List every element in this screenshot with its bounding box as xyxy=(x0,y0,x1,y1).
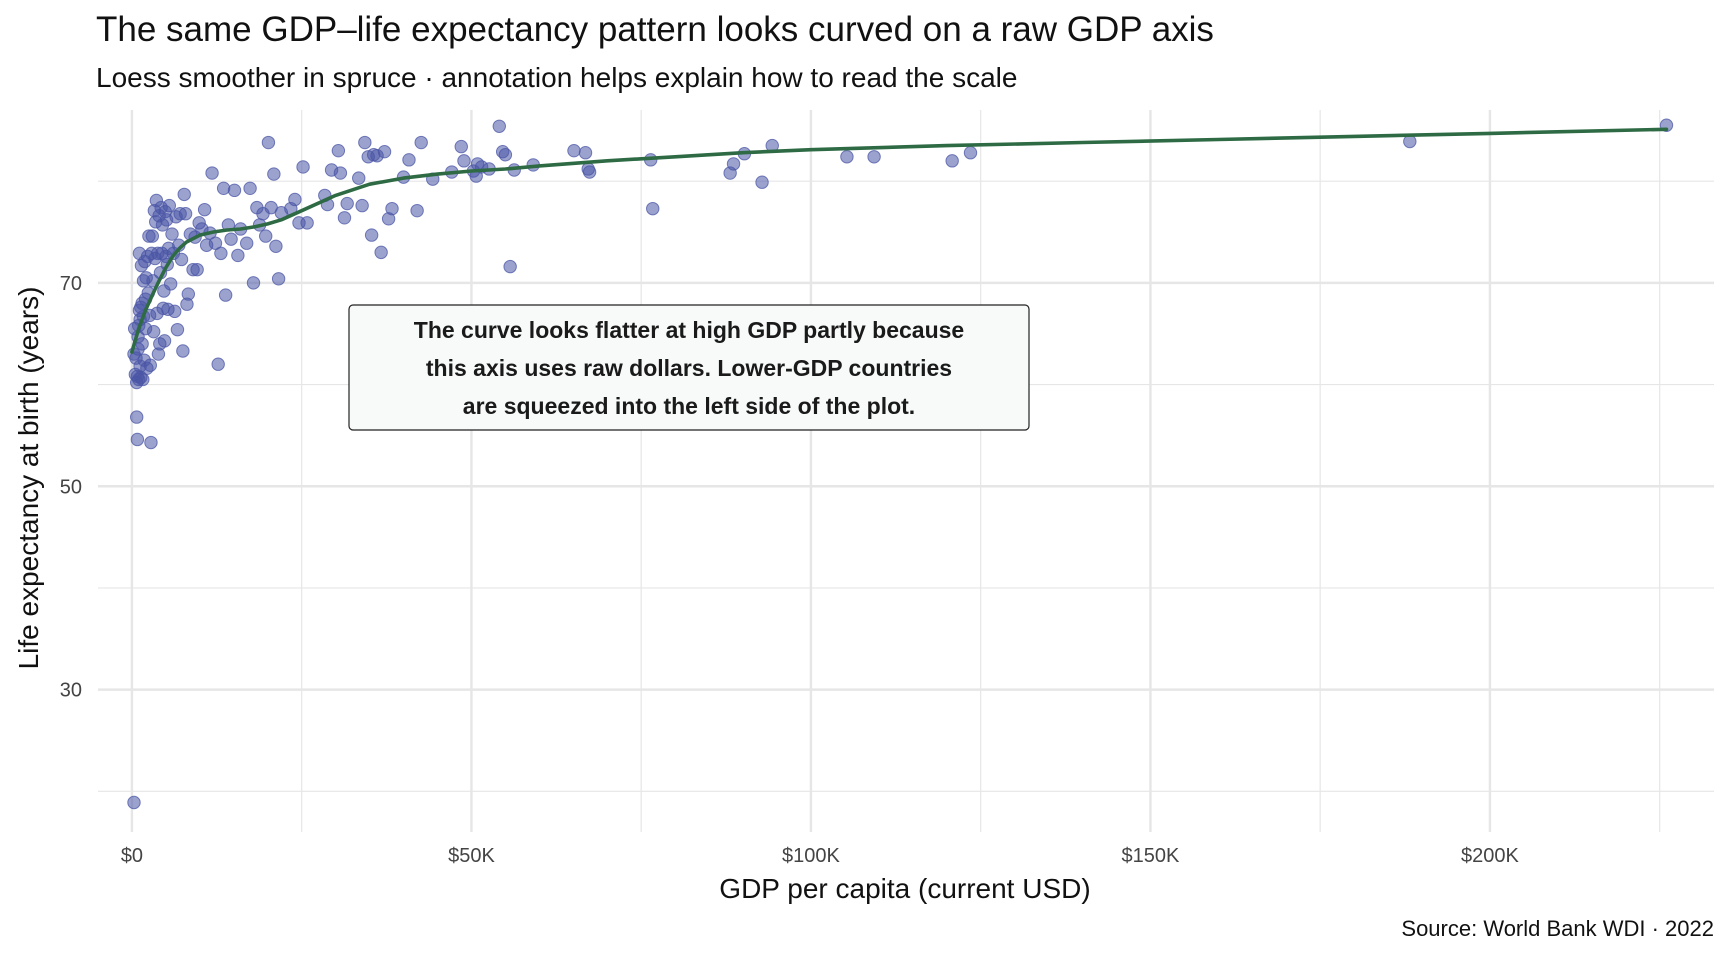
y-axis-tick-labels: 30 50 70 xyxy=(60,273,82,702)
data-point xyxy=(454,139,468,154)
data-point xyxy=(190,262,204,277)
data-point xyxy=(261,135,276,150)
data-point xyxy=(177,187,191,202)
annotation-box: The curve looks flatter at high GDP part… xyxy=(348,304,1030,431)
x-tick-label: $100K xyxy=(782,845,840,867)
data-point xyxy=(646,201,660,216)
annotation-line-1: The curve looks flatter at high GDP part… xyxy=(414,317,964,343)
data-point xyxy=(157,334,172,348)
annotation-border xyxy=(348,304,1030,431)
x-axis-tick-labels: $0 $50K $100K $150K $200K xyxy=(121,845,1520,867)
y-axis-title: Life expectancy at birth (years) xyxy=(13,287,44,670)
data-point xyxy=(377,144,392,159)
data-point xyxy=(333,166,348,180)
data-point xyxy=(457,154,471,168)
data-point xyxy=(840,150,854,164)
x-tick-label: $50K xyxy=(448,845,495,867)
data-point xyxy=(136,372,150,387)
data-point xyxy=(162,198,176,213)
x-tick-label: $150K xyxy=(1122,845,1180,867)
major-gridlines xyxy=(98,110,1714,832)
data-point xyxy=(130,410,144,424)
data-point xyxy=(178,207,193,221)
data-point xyxy=(214,246,228,261)
data-point xyxy=(145,229,160,243)
data-point xyxy=(146,324,161,339)
data-point xyxy=(300,216,314,230)
x-axis-title: GDP per capita (current USD) xyxy=(719,873,1090,904)
data-point xyxy=(755,175,769,189)
data-point xyxy=(1403,134,1417,149)
data-point xyxy=(567,143,581,158)
data-point xyxy=(168,304,182,319)
annotation-line-3: are squeezed into the left side of the p… xyxy=(463,393,915,419)
data-point xyxy=(197,202,212,217)
data-point xyxy=(331,143,346,158)
data-point xyxy=(271,272,286,286)
data-point xyxy=(410,203,424,218)
data-point xyxy=(211,357,225,371)
data-point xyxy=(130,432,145,447)
data-point xyxy=(337,211,352,225)
data-point xyxy=(340,196,354,211)
data-point xyxy=(269,239,283,253)
data-point xyxy=(216,181,231,196)
chart-subtitle: Loess smoother in spruce · annotation he… xyxy=(96,62,1018,93)
data-point xyxy=(163,277,178,291)
annotation-line-2: this axis uses raw dollars. Lower-GDP co… xyxy=(426,355,952,381)
x-tick-label: $0 xyxy=(121,845,143,867)
data-point xyxy=(963,146,978,160)
loess-smoother-line xyxy=(130,127,1669,354)
data-point xyxy=(352,171,366,185)
data-point xyxy=(355,198,369,213)
source-caption: Source: World Bank WDI · 2022 xyxy=(1401,916,1714,941)
data-point xyxy=(176,344,190,358)
x-tick-label: $200K xyxy=(1461,845,1519,867)
data-points xyxy=(127,118,1674,810)
data-point xyxy=(259,229,273,243)
chart-title: The same GDP–life expectancy pattern loo… xyxy=(96,10,1214,49)
data-point xyxy=(174,252,189,267)
data-point xyxy=(267,167,281,181)
data-point xyxy=(181,287,196,301)
data-point xyxy=(498,148,513,162)
data-point xyxy=(231,248,245,263)
data-point xyxy=(364,228,379,242)
data-point xyxy=(374,245,388,260)
data-point xyxy=(208,236,223,250)
data-point xyxy=(205,166,219,180)
data-point xyxy=(358,135,372,150)
data-point xyxy=(402,153,416,167)
data-point xyxy=(224,232,238,246)
data-point xyxy=(227,183,242,198)
data-point xyxy=(503,259,517,274)
data-point xyxy=(218,288,233,302)
data-point xyxy=(246,276,261,290)
y-tick-label: 70 xyxy=(60,273,82,295)
y-tick-label: 30 xyxy=(60,680,82,702)
data-point xyxy=(135,337,149,351)
data-point xyxy=(414,135,428,150)
data-point xyxy=(492,119,506,133)
data-point xyxy=(288,192,302,207)
data-point xyxy=(165,227,179,241)
data-point xyxy=(144,435,158,450)
data-point xyxy=(239,236,254,250)
data-point xyxy=(296,160,310,174)
data-point xyxy=(578,146,593,160)
data-point xyxy=(127,795,141,810)
data-point xyxy=(867,150,881,164)
data-point xyxy=(243,181,257,196)
data-point xyxy=(582,165,597,179)
data-point xyxy=(143,358,157,372)
data-point xyxy=(170,322,185,337)
data-point xyxy=(385,201,399,216)
data-point xyxy=(945,154,959,168)
data-point xyxy=(726,157,741,171)
y-tick-label: 50 xyxy=(60,476,82,498)
